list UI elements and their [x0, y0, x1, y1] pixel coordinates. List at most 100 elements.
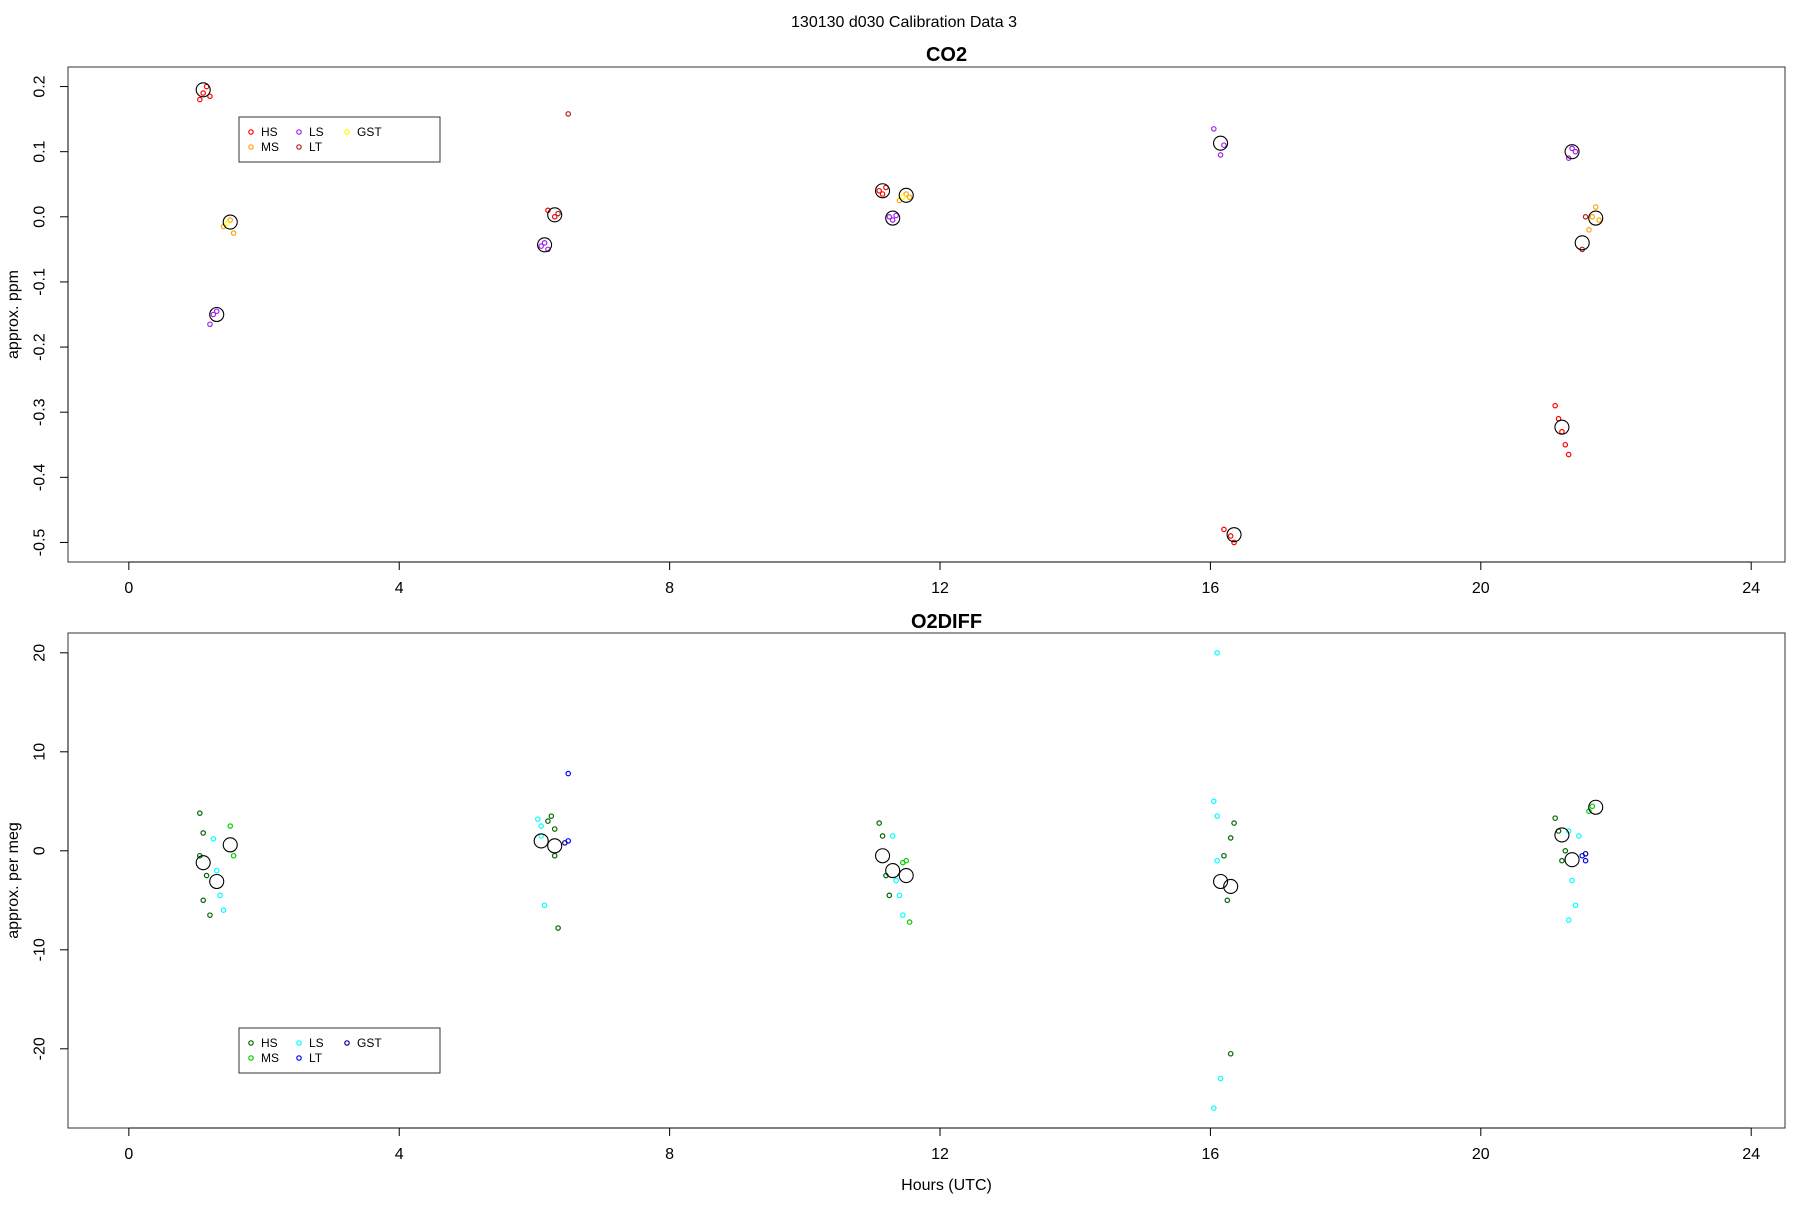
x-tick-label: 20 [1472, 1146, 1490, 1163]
mean-point [537, 237, 553, 253]
data-point-hs [1231, 820, 1237, 826]
mean-point [1554, 827, 1570, 843]
data-point-hs [879, 191, 886, 197]
data-point-lt [1582, 857, 1589, 864]
legend-label: HS [261, 1036, 278, 1050]
mean-point [885, 863, 901, 879]
data-point-hs [1559, 428, 1565, 435]
data-point-hs [197, 810, 203, 816]
data-point-ls [207, 321, 213, 328]
data-point-ls [893, 877, 899, 884]
legend-label: MS [261, 140, 279, 154]
data-point-ls [1221, 142, 1227, 148]
mean-point [1554, 419, 1570, 435]
mean-point [547, 838, 563, 854]
data-point-hs [200, 90, 206, 96]
data-point-ls [213, 308, 220, 315]
y-tick-label: -0.3 [32, 398, 49, 426]
data-point-hs [886, 892, 893, 899]
y-tick-label: -10 [32, 938, 49, 961]
data-point-ls [538, 243, 544, 249]
data-point-ls [1210, 1105, 1217, 1112]
data-point-ls [210, 836, 217, 842]
data-point-hs [879, 833, 886, 839]
legend-box [238, 1027, 441, 1074]
data-point-hs [1227, 835, 1234, 841]
panel-o2diff: O2DIFF 0 4 8 12 16 20 24 20 10 0 -10 -20 approx. per … [5, 611, 1786, 1194]
panel-title: CO2 [926, 44, 967, 66]
data-point-lt [555, 210, 561, 217]
data-point-ms [1589, 803, 1596, 810]
data-point-ls [900, 912, 906, 918]
panel-co2: CO2 0 4 8 12 16 20 24 0.2 0.1 0.0 -0.1 -0.2 -0.3 -0.4 -… [5, 44, 1786, 597]
y-tick-label: -20 [32, 1037, 49, 1060]
data-point-hs [203, 83, 210, 90]
data-point-ls [1572, 902, 1579, 909]
data-point-hs [555, 925, 561, 931]
data-point-ls [538, 823, 544, 829]
legend-marker [248, 1055, 254, 1061]
x-tick-label: 24 [1742, 1146, 1760, 1163]
legend-box [238, 116, 441, 163]
data-point-ls [220, 907, 227, 914]
data-point-ls [1572, 148, 1579, 155]
data-point-hs [1227, 1050, 1234, 1057]
data-point-gst [1582, 850, 1589, 857]
mean-point [533, 833, 549, 849]
data-point-hs [1231, 539, 1237, 546]
mean-point [1588, 210, 1604, 226]
mean-point [1564, 144, 1580, 160]
data-point-ls [1217, 1075, 1224, 1082]
legend-label: MS [261, 1051, 279, 1065]
data-point-ms [906, 194, 913, 201]
x-tick-label: 16 [1202, 580, 1220, 597]
legend-marker [296, 1055, 302, 1061]
data-point-hs [1227, 533, 1234, 539]
data-point-hs [1559, 857, 1565, 864]
data-point-hs [548, 813, 555, 819]
legend-marker [344, 129, 350, 135]
x-tick-label: 8 [665, 1146, 674, 1163]
data-point-ls [1569, 877, 1575, 884]
data-point-ls [1576, 833, 1582, 839]
data-point-ls [213, 867, 220, 874]
y-tick-label: 0.2 [32, 75, 49, 97]
data-point-ls [1214, 649, 1220, 656]
mean-point [1588, 799, 1604, 815]
panel-title: O2DIFF [911, 611, 982, 633]
data-point-hs [883, 184, 889, 191]
legend-label: HS [261, 125, 278, 139]
data-point-gst [562, 840, 568, 846]
data-point-ls [1565, 917, 1572, 923]
x-axis-label: Hours (UTC) [901, 1177, 992, 1194]
data-point-ls [541, 902, 548, 909]
data-point-hs [197, 96, 203, 103]
data-point-ls [541, 240, 548, 246]
mean-point [885, 210, 901, 226]
data-point-ms [1596, 217, 1602, 223]
data-point-ms [1592, 204, 1599, 210]
data-point-ls [893, 212, 899, 219]
data-point-lt [565, 111, 572, 117]
data-point-ls [535, 816, 541, 822]
mean-point [1226, 527, 1242, 543]
data-point-ms [903, 191, 910, 197]
x-tick-label: 8 [665, 580, 674, 597]
data-point-hs [551, 852, 558, 859]
y-axis-label: approx. ppm [5, 270, 22, 359]
data-point-hs [200, 897, 206, 904]
data-point-ls [1569, 145, 1575, 152]
legend-marker [344, 1040, 350, 1046]
data-point-ls [1214, 857, 1220, 864]
mean-point [209, 306, 225, 323]
data-point-hs [876, 820, 882, 826]
y-tick-label: 0.1 [32, 140, 49, 162]
data-point-lt [1582, 214, 1589, 220]
legend-label: LS [309, 1036, 324, 1050]
mean-point [1574, 235, 1590, 251]
data-point-hs [1221, 526, 1227, 533]
data-point-hs [1562, 847, 1569, 854]
data-point-hs [1562, 441, 1569, 448]
y-tick-label: 20 [32, 644, 49, 662]
y-tick-label: -0.2 [32, 333, 49, 361]
